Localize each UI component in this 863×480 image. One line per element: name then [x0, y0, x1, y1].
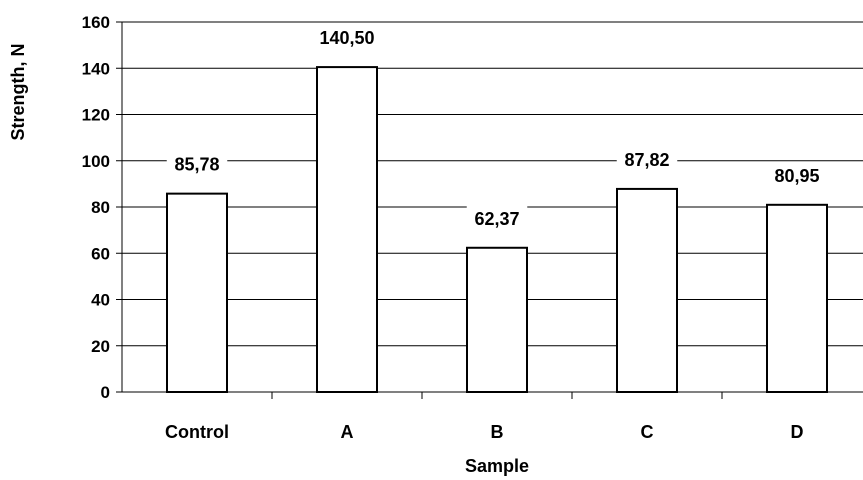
- y-tick-label: 160: [82, 13, 110, 32]
- y-tick-label: 100: [82, 152, 110, 171]
- data-label-background: [466, 205, 528, 230]
- data-label: 140,50: [319, 28, 374, 48]
- data-label: 62,37: [474, 209, 519, 229]
- data-label: 87,82: [624, 150, 669, 170]
- data-label-background: [311, 25, 383, 50]
- x-tick-label: A: [341, 422, 354, 442]
- bar-d: [766, 203, 828, 393]
- data-label: 80,95: [774, 166, 819, 186]
- data-label-background: [766, 162, 828, 187]
- data-label-background: [166, 151, 228, 176]
- x-tick-label: Control: [165, 422, 229, 442]
- x-tick-label: D: [791, 422, 804, 442]
- y-tick-label: 120: [82, 106, 110, 125]
- y-tick-label: 140: [82, 59, 110, 78]
- x-axis-title: Sample: [465, 456, 529, 476]
- data-label-background: [616, 146, 678, 171]
- bar-a: [316, 66, 378, 393]
- bar-c: [616, 187, 678, 393]
- bar-b: [466, 246, 528, 393]
- y-tick-label: 60: [91, 244, 110, 263]
- axes: [116, 21, 863, 399]
- x-tick-label: B: [491, 422, 504, 442]
- data-label: 85,78: [174, 155, 219, 175]
- y-axis-title: Strength, N: [8, 44, 28, 141]
- bar-control: [166, 192, 228, 393]
- y-tick-label: 40: [91, 291, 110, 310]
- bars: [166, 25, 828, 393]
- labels: 0 20 40 60 80 100 120 140 160 85,78 Control 140,50 A…: [82, 13, 820, 442]
- x-tick-label: C: [641, 422, 654, 442]
- y-tick-label: 20: [91, 337, 110, 356]
- y-tick-label: 80: [91, 198, 110, 217]
- y-tick-label: 0: [101, 383, 110, 402]
